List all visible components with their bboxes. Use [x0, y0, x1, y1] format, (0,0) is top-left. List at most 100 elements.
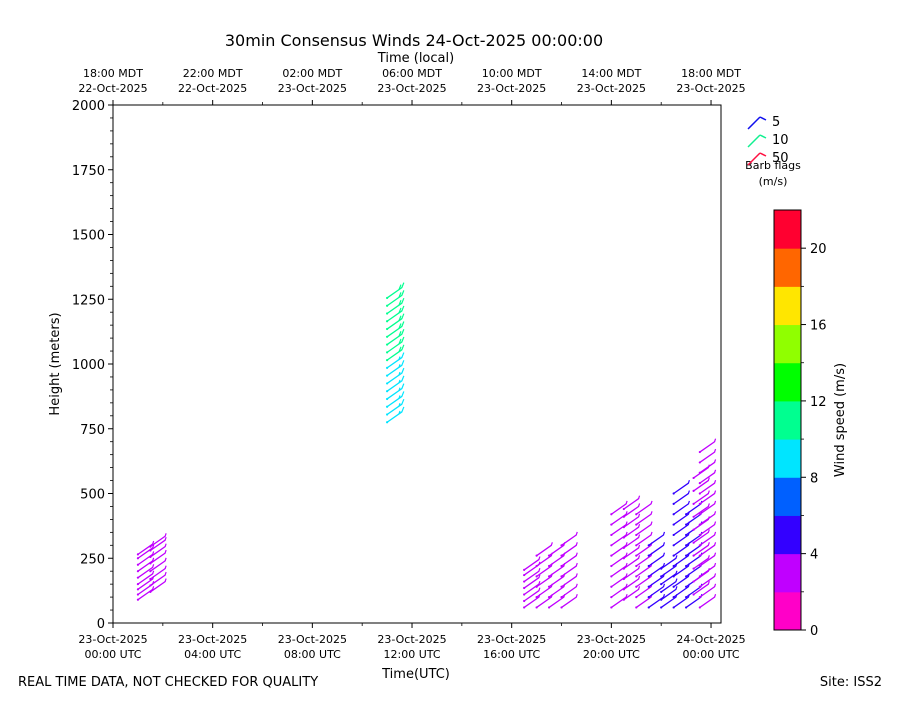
x-tick-label-date: 23-Oct-2025	[477, 633, 546, 646]
barb-shaft	[699, 586, 716, 598]
barb-shaft	[699, 441, 716, 453]
barb-column	[547, 542, 566, 609]
wind-barb	[385, 321, 405, 338]
barb-flag	[401, 321, 405, 327]
barb-half-flag	[713, 490, 717, 494]
footer-site: Site: ISS2	[820, 675, 882, 690]
barb-shaft	[635, 565, 652, 578]
plot-area	[113, 105, 721, 623]
barb-base-dot	[149, 584, 152, 587]
wind-barb	[622, 575, 641, 591]
barb-half-flag	[164, 543, 167, 547]
legend-barb-icon	[747, 116, 761, 130]
barb-shaft	[137, 578, 154, 590]
wind-barb	[698, 500, 717, 516]
barb-column	[685, 500, 703, 609]
wind-barb	[385, 305, 405, 323]
barb-half-flag	[152, 564, 155, 568]
x2-tick-label-date: 22-Oct-2025	[178, 82, 247, 95]
x-tick-label-time: 04:00 UTC	[184, 648, 241, 661]
barb-shaft	[673, 596, 690, 609]
barb-base-dot	[685, 596, 688, 599]
barb-base-dot	[136, 588, 140, 591]
barb-half-flag	[538, 580, 541, 585]
barb-shaft	[635, 555, 652, 567]
barb-base-dot	[385, 413, 389, 416]
barb-half-flag	[398, 364, 401, 368]
legend-units: (m/s)	[759, 175, 788, 188]
wind-barb	[698, 542, 717, 557]
x-tick-label-date: 23-Oct-2025	[278, 633, 347, 646]
barb-shaft	[692, 544, 709, 557]
barb-base-dot	[672, 575, 675, 578]
barb-base-dot	[610, 544, 613, 547]
barb-shaft	[685, 586, 702, 598]
wind-barb	[622, 555, 641, 570]
barb-base-dot	[698, 492, 701, 495]
colorbar-bin	[774, 324, 801, 364]
barb-half-flag	[637, 544, 641, 549]
wind-barb	[385, 360, 405, 377]
wind-barb	[560, 573, 578, 588]
wind-barb	[635, 521, 653, 537]
barb-base-dot	[698, 471, 701, 474]
barb-base-dot	[523, 580, 526, 583]
barb-base-dot	[685, 606, 688, 609]
x-tick-label-date: 23-Oct-2025	[178, 633, 247, 646]
barb-base-dot	[660, 590, 663, 594]
barb-flag	[401, 344, 405, 351]
wind-barb	[385, 313, 405, 331]
barb-half-flag	[713, 500, 717, 505]
barb-half-flag	[164, 571, 167, 576]
barb-half-flag	[538, 574, 541, 578]
wind-barb	[560, 542, 578, 557]
barb-shaft	[648, 534, 665, 546]
barb-half-flag	[398, 356, 401, 360]
wind-barb	[385, 383, 405, 401]
barb-shaft	[692, 557, 709, 570]
barb-shaft	[635, 534, 652, 546]
y-tick-label: 750	[80, 423, 105, 438]
barb-half-flag	[625, 583, 628, 587]
barb-shaft	[635, 513, 652, 526]
barb-shaft	[623, 547, 640, 559]
wind-barb	[672, 500, 690, 516]
wind-barb	[385, 297, 405, 315]
wind-barb	[635, 500, 653, 516]
barb-base-dot	[385, 405, 389, 408]
barb-shaft	[535, 596, 553, 609]
barb-shaft	[673, 586, 690, 598]
barb-column	[535, 542, 553, 609]
barb-half-flag	[637, 513, 641, 518]
y-axis-label: Height (meters)	[48, 312, 63, 415]
barb-half-flag	[675, 586, 678, 590]
barb-base-dot	[685, 523, 688, 526]
barb-shaft	[149, 545, 166, 558]
barb-flag	[398, 292, 402, 298]
wind-barb	[698, 469, 717, 485]
x2-tick-label-date: 23-Oct-2025	[377, 82, 446, 95]
barb-base-dot	[622, 536, 625, 539]
barb-column	[385, 282, 405, 362]
barb-shaft	[623, 578, 640, 590]
barb-base-dot	[660, 575, 663, 578]
barb-base-dot	[385, 304, 389, 307]
barb-base-dot	[698, 461, 701, 464]
barb-shaft	[523, 577, 540, 589]
wind-barb	[647, 552, 666, 568]
barb-shaft	[623, 505, 640, 518]
barb-base-dot	[610, 606, 613, 609]
barb-half-flag	[707, 529, 710, 533]
x2-tick-label-date: 23-Oct-2025	[278, 82, 347, 95]
barb-half-flag	[687, 479, 690, 484]
barb-shaft	[673, 503, 690, 515]
barb-shaft	[548, 596, 565, 609]
barb-half-flag	[398, 402, 401, 407]
barb-shaft	[149, 535, 166, 548]
barb-shaft	[635, 586, 652, 598]
barb-base-dot	[692, 528, 695, 531]
wind-barb	[385, 336, 405, 354]
barb-shaft	[523, 570, 540, 583]
barb-base-dot	[610, 575, 613, 578]
plot-background	[113, 105, 721, 623]
